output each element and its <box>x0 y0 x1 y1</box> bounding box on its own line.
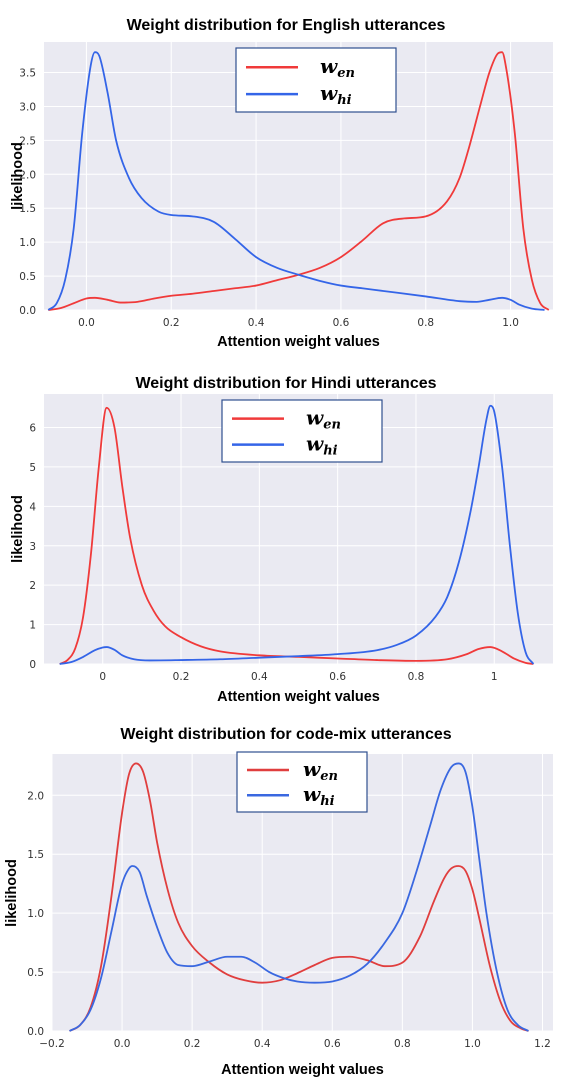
x-tick-label: 0.2 <box>163 317 180 329</box>
series-line-w_hi <box>47 51 545 311</box>
y-axis-label: likelihood <box>10 495 26 563</box>
x-tick-label: 0.0 <box>78 317 95 329</box>
x-tick-label: 1 <box>491 671 498 683</box>
series-line-w_en <box>59 406 534 665</box>
legend-label: whi <box>303 782 335 809</box>
y-tick-label: 3 <box>29 541 36 553</box>
chart-title: Weight distribution for code-mix utteran… <box>120 726 451 743</box>
x-tick-label: 0.4 <box>254 1038 271 1050</box>
legend-box <box>235 47 397 113</box>
y-tick-label: 2.5 <box>19 135 36 147</box>
y-tick-label: 4 <box>29 501 36 513</box>
y-tick-label: 3.5 <box>19 68 36 80</box>
x-tick-label: 0.8 <box>417 317 434 329</box>
series-line-w_hi <box>59 404 535 665</box>
y-tick-label: 5 <box>29 462 36 474</box>
y-tick-label: 1.0 <box>27 908 44 920</box>
x-tick-label: 0.4 <box>251 671 268 683</box>
y-tick-label: 0 <box>29 659 36 671</box>
chart-title: Weight distribution for Hindi utterances <box>135 375 436 392</box>
chart-title: Weight distribution for English utteranc… <box>127 17 446 34</box>
x-tick-label: 0.0 <box>114 1038 131 1050</box>
legend-label: wen <box>306 406 341 433</box>
y-tick-label: 2.0 <box>19 169 36 181</box>
x-tick-label: 1.0 <box>502 317 519 329</box>
y-tick-label: 0.5 <box>27 967 44 979</box>
x-tick-label: 0.6 <box>324 1038 341 1050</box>
series-line-w_hi <box>69 762 529 1032</box>
x-tick-label: 0.6 <box>333 317 350 329</box>
x-tick-label: 0.8 <box>394 1038 411 1050</box>
x-tick-label: −0.2 <box>39 1038 65 1050</box>
x-tick-label: 0.6 <box>329 671 346 683</box>
legend-label: whi <box>320 81 352 108</box>
series-line-w_en <box>69 762 529 1032</box>
y-tick-label: 1 <box>29 620 36 632</box>
chart-3: Weight distribution for code-mix utteran… <box>4 726 553 1078</box>
legend-box <box>236 751 368 813</box>
legend-label: whi <box>306 432 338 459</box>
chart-2: Weight distribution for Hindi utterances… <box>10 375 553 705</box>
x-tick-label: 0.2 <box>184 1038 201 1050</box>
x-tick-label: 1.0 <box>464 1038 481 1050</box>
y-tick-label: 0.5 <box>19 271 36 283</box>
x-tick-label: 1.2 <box>534 1038 551 1050</box>
y-tick-label: 1.5 <box>27 849 44 861</box>
x-axis-label: Attention weight values <box>217 689 380 705</box>
series-line-w_en <box>48 51 550 311</box>
y-tick-label: 0.0 <box>19 305 36 317</box>
y-tick-label: 3.0 <box>19 101 36 113</box>
x-tick-label: 0 <box>99 671 106 683</box>
y-tick-label: 6 <box>29 423 36 435</box>
y-tick-label: 0.0 <box>27 1026 44 1038</box>
x-axis-label: Attention weight values <box>217 334 380 350</box>
y-axis-label: likelihood <box>4 859 20 927</box>
x-axis-label: Attention weight values <box>221 1062 384 1078</box>
y-tick-label: 2 <box>29 580 36 592</box>
chart-1: Weight distribution for English utteranc… <box>10 17 553 350</box>
y-tick-label: 1.5 <box>19 203 36 215</box>
legend-label: wen <box>320 54 355 81</box>
x-tick-label: 0.4 <box>248 317 265 329</box>
y-axis-label: likelihood <box>10 142 26 210</box>
x-tick-label: 0.2 <box>173 671 190 683</box>
legend-label: wen <box>303 757 338 784</box>
y-tick-label: 1.0 <box>19 237 36 249</box>
y-tick-label: 2.0 <box>27 790 44 802</box>
x-tick-label: 0.8 <box>408 671 425 683</box>
legend-box <box>221 399 383 463</box>
